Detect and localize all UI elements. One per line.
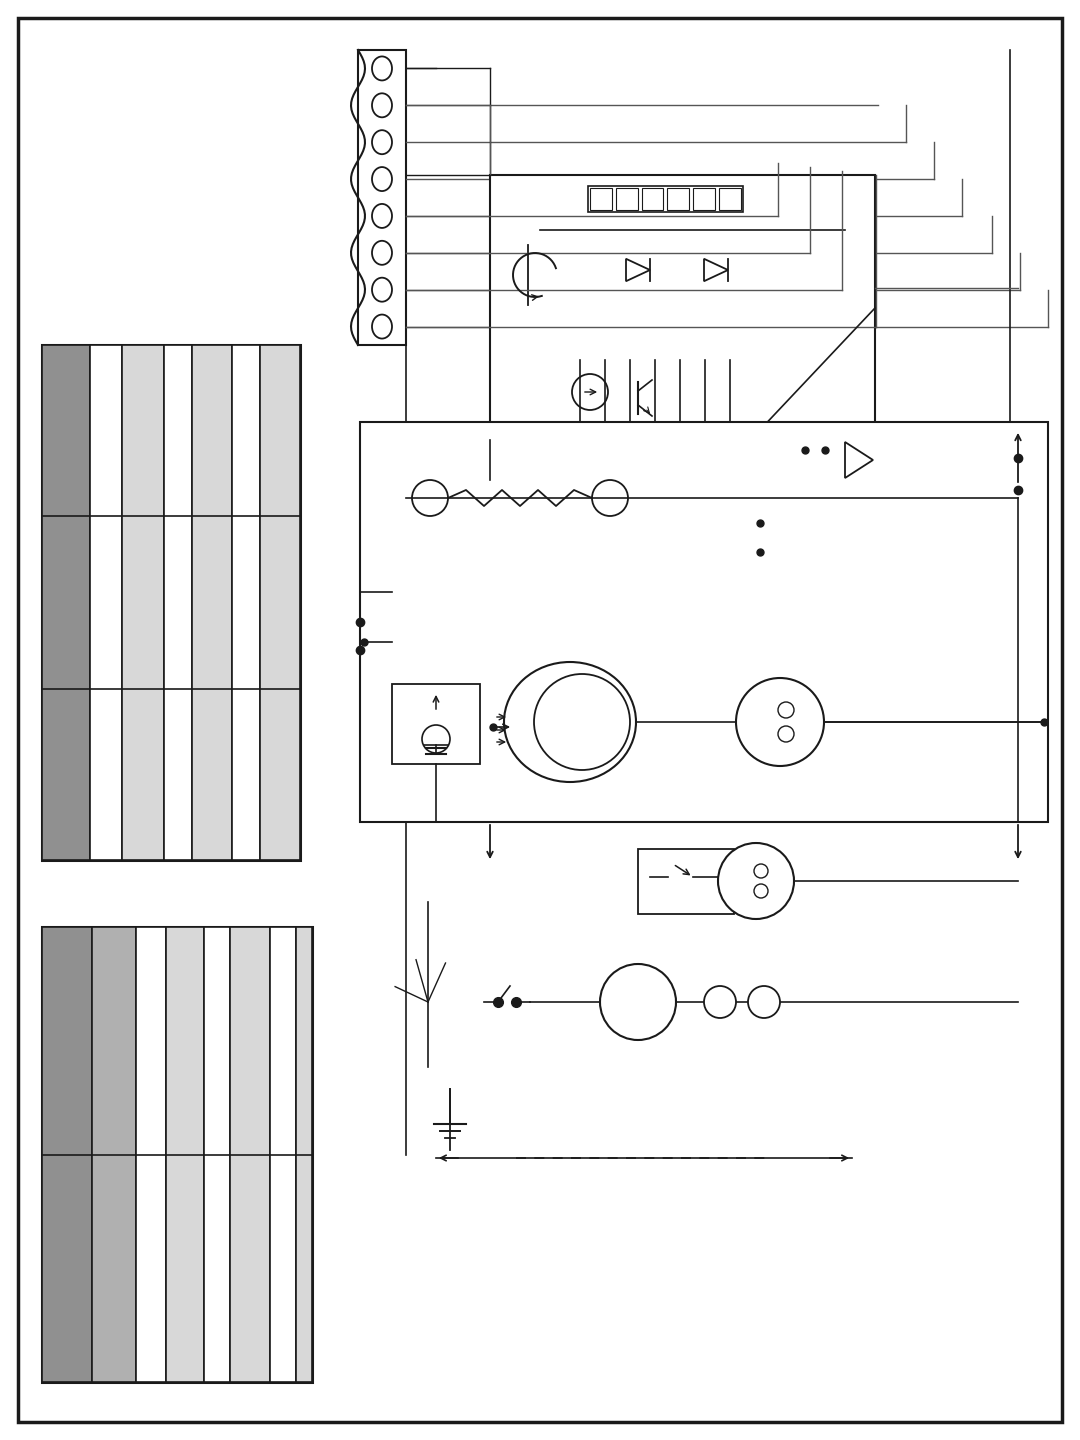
Bar [590,189,612,210]
Ellipse shape [372,56,392,81]
Circle shape [718,842,794,919]
Bar [164,346,192,860]
Bar [42,346,90,860]
Bar [92,927,136,1382]
Circle shape [600,963,676,1040]
Bar [270,927,296,1382]
Bar [658,505,804,570]
Bar [42,346,300,860]
Circle shape [754,864,768,878]
Bar [192,346,232,860]
Bar [753,516,783,560]
Bar [122,346,164,860]
Bar [588,186,743,212]
Circle shape [704,986,735,1018]
Bar [616,189,637,210]
Bar [667,189,689,210]
Circle shape [778,726,794,742]
Bar [204,927,230,1382]
Bar [260,346,300,860]
Bar [166,927,204,1382]
Ellipse shape [372,314,392,338]
Ellipse shape [372,278,392,302]
Circle shape [778,701,794,719]
Bar [719,189,741,210]
Bar [693,189,715,210]
Bar [42,927,92,1382]
Ellipse shape [372,94,392,117]
Ellipse shape [372,204,392,228]
Bar [232,346,260,860]
Bar [90,346,122,860]
Bar [296,927,312,1382]
Circle shape [748,986,780,1018]
Circle shape [735,678,824,766]
Ellipse shape [372,167,392,192]
Bar [392,684,480,765]
Bar [490,176,875,441]
Ellipse shape [372,240,392,265]
Bar [638,850,734,914]
Bar [642,189,663,210]
Circle shape [754,884,768,899]
Circle shape [534,674,630,770]
Ellipse shape [504,662,636,782]
Bar [42,927,312,1382]
Bar [360,422,1048,822]
Bar [357,50,406,346]
Bar [230,927,270,1382]
Ellipse shape [372,130,392,154]
Bar [136,927,166,1382]
